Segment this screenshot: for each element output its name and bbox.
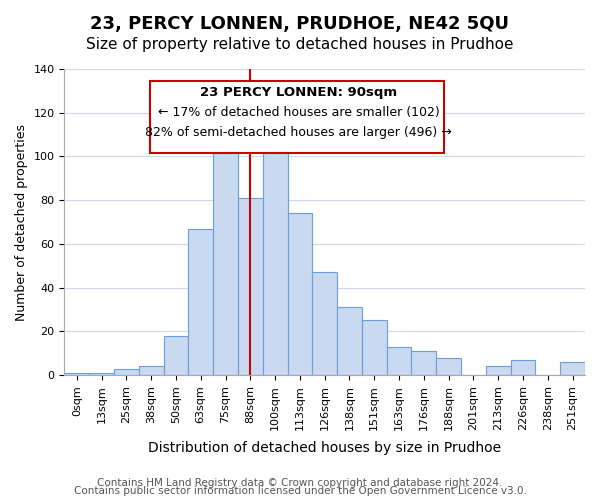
Bar [238, 198, 263, 375]
Text: 23 PERCY LONNEN: 90sqm: 23 PERCY LONNEN: 90sqm [200, 86, 397, 100]
Text: 23, PERCY LONNEN, PRUDHOE, NE42 5QU: 23, PERCY LONNEN, PRUDHOE, NE42 5QU [91, 15, 509, 33]
Text: 82% of semi-detached houses are larger (496) →: 82% of semi-detached houses are larger (… [145, 126, 452, 139]
Bar [213, 134, 238, 375]
FancyBboxPatch shape [151, 81, 445, 153]
Bar [139, 366, 164, 375]
Text: Contains HM Land Registry data © Crown copyright and database right 2024.: Contains HM Land Registry data © Crown c… [97, 478, 503, 488]
Bar [362, 320, 386, 375]
Y-axis label: Number of detached properties: Number of detached properties [15, 124, 28, 320]
Bar [436, 358, 461, 375]
Bar [486, 366, 511, 375]
Bar [412, 351, 436, 375]
Bar [89, 373, 114, 375]
Bar [337, 308, 362, 375]
Text: ← 17% of detached houses are smaller (102): ← 17% of detached houses are smaller (10… [158, 106, 440, 120]
Bar [164, 336, 188, 375]
Bar [114, 368, 139, 375]
Bar [188, 228, 213, 375]
Text: Size of property relative to detached houses in Prudhoe: Size of property relative to detached ho… [86, 38, 514, 52]
Text: Contains public sector information licensed under the Open Government Licence v3: Contains public sector information licen… [74, 486, 526, 496]
Bar [64, 373, 89, 375]
Bar [560, 362, 585, 375]
Bar [263, 146, 287, 375]
Bar [511, 360, 535, 375]
Bar [386, 346, 412, 375]
X-axis label: Distribution of detached houses by size in Prudhoe: Distribution of detached houses by size … [148, 441, 501, 455]
Bar [287, 214, 313, 375]
Bar [313, 272, 337, 375]
